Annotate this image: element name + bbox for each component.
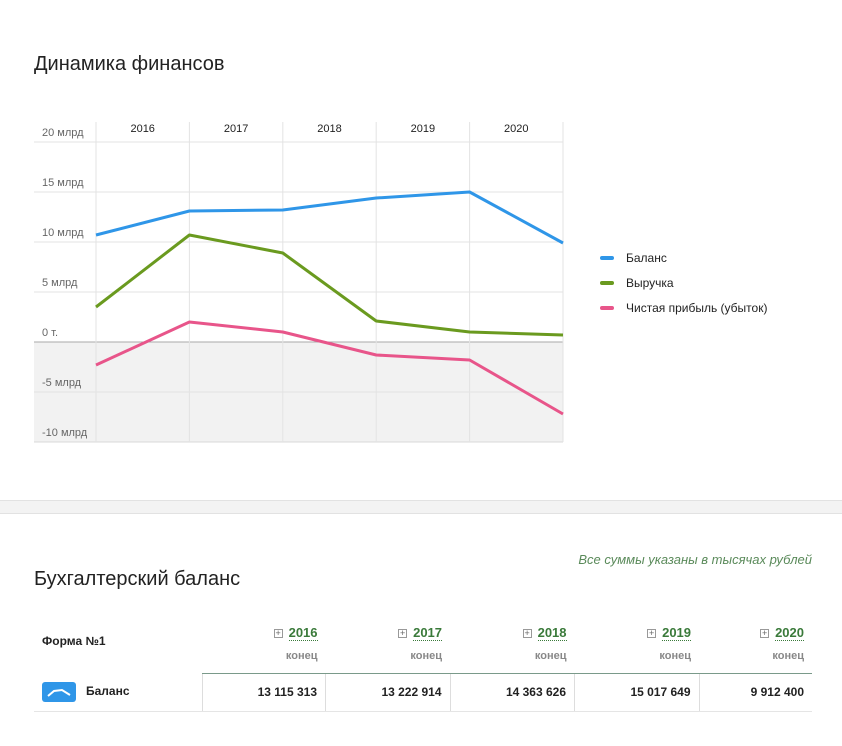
legend-swatch — [600, 280, 614, 285]
expand-icon[interactable]: + — [398, 628, 408, 638]
legend-item[interactable]: Чистая прибыль (убыток) — [600, 295, 767, 320]
legend-item[interactable]: Выручка — [600, 270, 767, 295]
period-label: конец — [574, 640, 700, 674]
x-tick-label: 2016 — [130, 123, 154, 135]
chart-legend: Баланс Выручка Чистая прибыль (убыток) — [600, 245, 767, 320]
period-label: конец — [325, 640, 451, 674]
y-tick-label: 5 млрд — [42, 277, 78, 289]
table-cell: 13 115 313 — [201, 673, 326, 712]
year-header-2017[interactable]: +2017 — [326, 608, 451, 641]
balance-chart-icon — [42, 681, 76, 702]
y-tick-label: 10 млрд — [42, 227, 84, 239]
series-line-0 — [95, 190, 564, 245]
series-line-2 — [95, 320, 564, 416]
year-link[interactable]: 2019 — [662, 625, 692, 641]
balance-table: Форма №1 +2016 +2017 +2018 +2019 +2020 к… — [34, 608, 812, 712]
row-label-cell[interactable]: Баланс — [34, 673, 203, 712]
period-label: конец — [699, 640, 812, 674]
x-tick-label: 2017 — [224, 123, 248, 135]
year-header-2020[interactable]: +2020 — [699, 608, 812, 641]
period-label: конец — [202, 640, 326, 674]
table-row[interactable]: Баланс 13 115 313 13 222 914 14 363 626 … — [34, 673, 812, 712]
y-tick-label: 0 т. — [42, 327, 58, 339]
y-tick-label: 20 млрд — [42, 127, 84, 139]
legend-label: Выручка — [626, 275, 674, 290]
balance-section-title: Бухгалтерский баланс — [34, 568, 241, 590]
x-tick-label: 2018 — [317, 123, 341, 135]
expand-icon[interactable]: + — [522, 628, 532, 638]
year-header-2016[interactable]: +2016 — [202, 608, 325, 641]
legend-label: Чистая прибыль (убыток) — [626, 300, 768, 315]
finance-line-chart: 20 млрд 15 млрд 10 млрд 5 млрд 0 т. -5 млрд -1… — [34, 122, 564, 443]
row-label: Баланс — [86, 683, 130, 698]
expand-icon[interactable]: + — [760, 628, 770, 638]
legend-swatch — [600, 255, 614, 260]
y-tick-label: -5 млрд — [42, 377, 82, 389]
section-divider — [0, 500, 842, 514]
table-cell: 15 017 649 — [574, 673, 700, 712]
table-cell: 14 363 626 — [449, 673, 575, 712]
legend-label: Баланс — [626, 250, 667, 265]
x-tick-label: 2019 — [411, 123, 435, 135]
period-label: конец — [450, 640, 575, 674]
legend-item[interactable]: Баланс — [600, 245, 767, 270]
table-cell: 13 222 914 — [325, 673, 451, 712]
year-link[interactable]: 2018 — [537, 625, 567, 641]
y-tick-label: 15 млрд — [42, 177, 84, 189]
finance-section-title: Динамика финансов — [34, 53, 225, 75]
form-label: Форма №1 — [42, 633, 106, 648]
expand-icon[interactable]: + — [647, 628, 657, 638]
series-line-1 — [95, 233, 564, 337]
legend-swatch — [600, 305, 614, 310]
expand-icon[interactable]: + — [273, 628, 283, 638]
x-tick-label: 2020 — [504, 123, 528, 135]
year-header-2019[interactable]: +2019 — [575, 608, 700, 641]
currency-note: Все суммы указаны в тысячах рублей — [578, 552, 812, 567]
y-tick-label: -10 млрд — [42, 427, 88, 439]
year-header-2018[interactable]: +2018 — [450, 608, 575, 641]
table-cell: 9 912 400 — [698, 673, 812, 712]
year-link[interactable]: 2017 — [413, 625, 443, 641]
year-link[interactable]: 2020 — [775, 625, 804, 641]
year-link[interactable]: 2016 — [288, 625, 318, 641]
